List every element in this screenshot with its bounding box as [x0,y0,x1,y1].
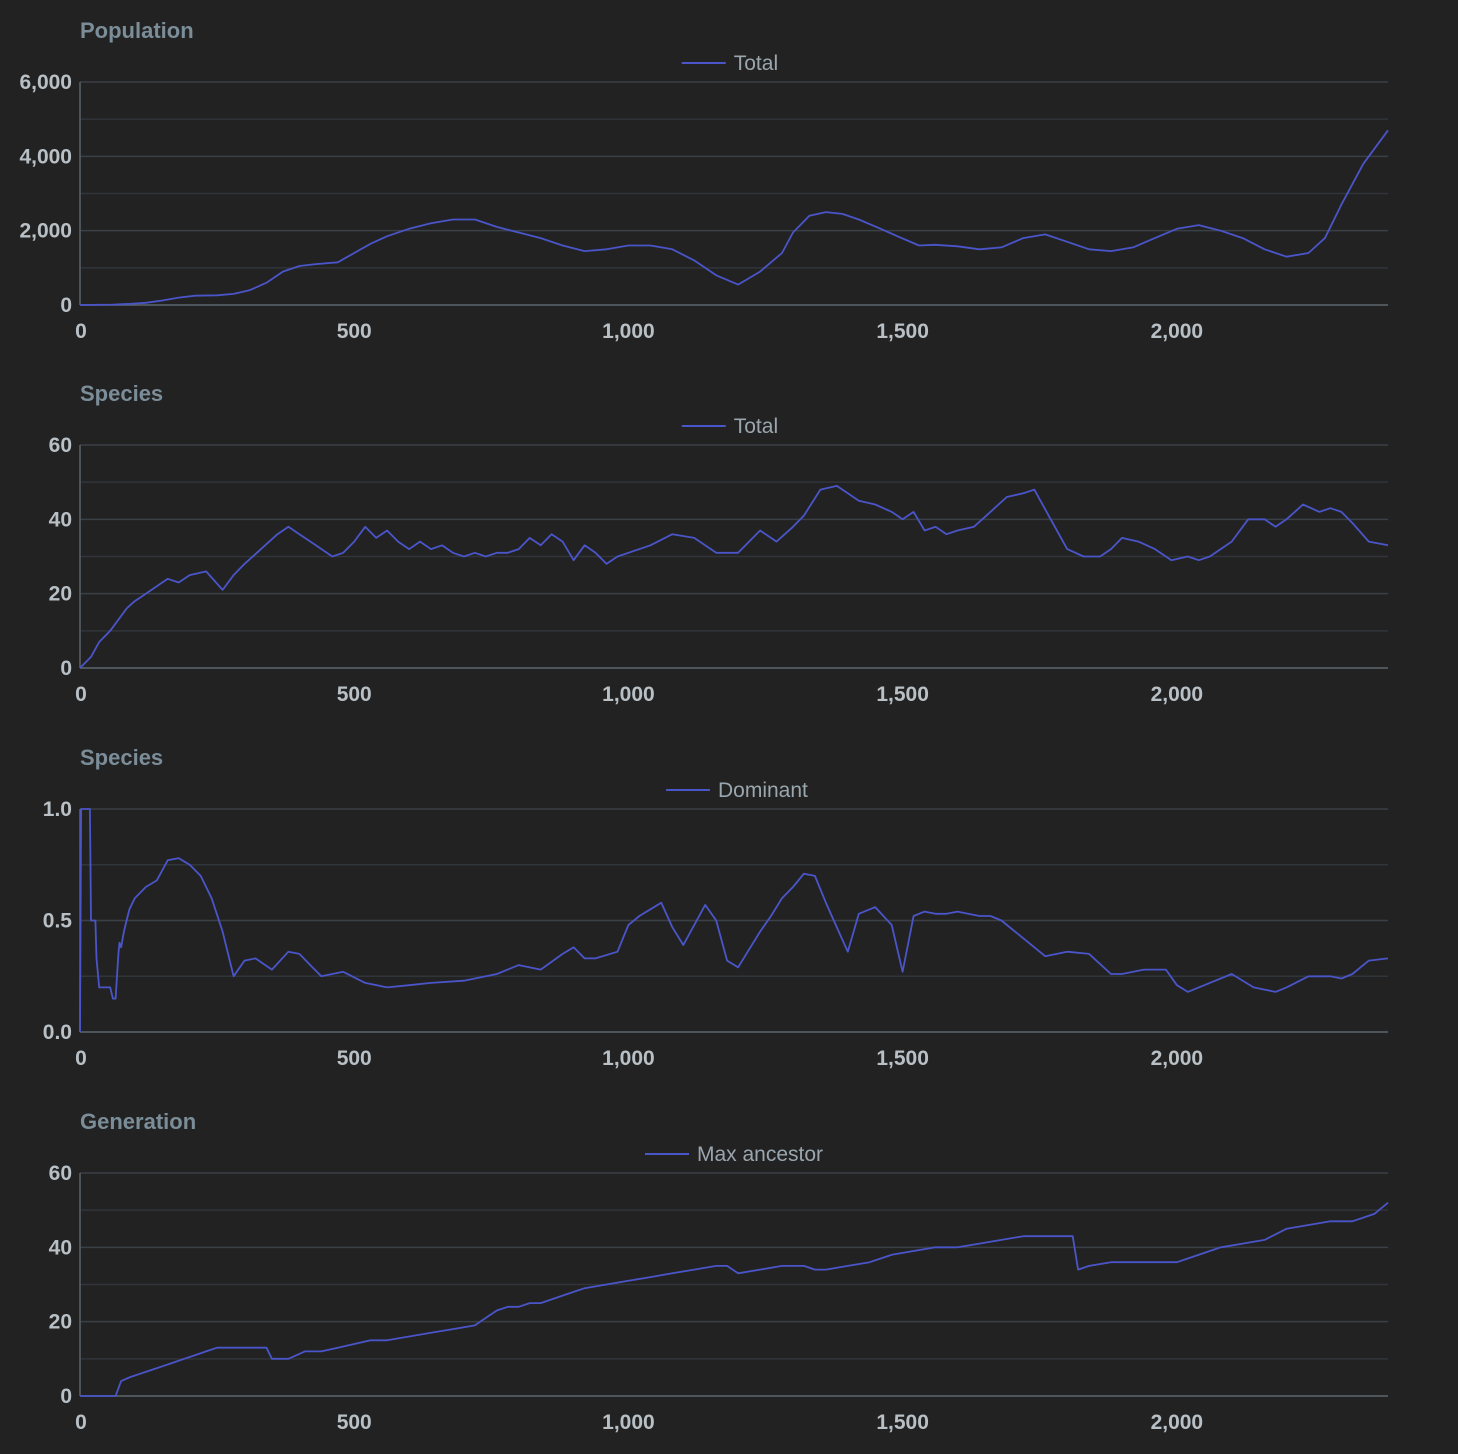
species-total-chart-panel: Species 0 20 40 60 0 500 1,000 1,500 2,000 Total [0,363,1458,727]
x-tick-label: 2,000 [1151,683,1204,706]
y-tick-label: 20 [49,1311,72,1334]
species-dominant-chart: 0.0 0.5 1.0 0 500 1,000 1,500 2,000 Dominant [43,779,1389,1070]
generation-chart-panel: Generation 0 20 40 60 0 500 1,000 1,500 2,000 Max… [0,1091,1458,1454]
x-tick-label: 1,000 [602,1047,655,1070]
x-tick-label: 2,000 [1151,1411,1204,1434]
y-tick-label: 60 [49,434,72,457]
x-tick-label: 500 [337,320,372,343]
series-line [80,1202,1389,1397]
x-tick-label: 0 [75,683,87,706]
y-tick-label: 6,000 [19,71,72,94]
x-tick-label: 500 [337,1411,372,1434]
legend-label: Total [734,52,778,75]
x-tick-label: 0 [75,320,87,343]
series-line [79,129,1389,306]
y-tick-label: 0 [60,294,72,317]
x-tick-label: 0 [75,1047,87,1070]
species-total-chart: 0 20 40 60 0 500 1,000 1,500 2,000 Total [49,415,1389,706]
x-tick-label: 500 [337,1047,372,1070]
x-tick-label: 1,500 [876,1047,929,1070]
x-tick-label: 1,000 [602,1411,655,1434]
x-tick-label: 1,500 [876,1411,929,1434]
y-tick-label: 40 [49,508,72,531]
x-tick-label: 2,000 [1151,1047,1204,1070]
y-tick-label: 40 [49,1236,72,1259]
y-tick-label: 2,000 [19,220,72,243]
population-chart: 0 2,000 4,000 6,000 0 500 1,000 1,500 2,000 Total [19,52,1389,343]
legend-label: Max ancestor [697,1143,823,1166]
y-tick-label: 4,000 [19,145,72,168]
chart-title: Population [80,18,194,43]
x-tick-label: 500 [337,683,372,706]
x-tick-label: 0 [75,1411,87,1434]
population-chart-panel: Population 0 2,000 4,000 6,000 0 500 1,000 1,50… [0,0,1458,363]
legend-label: Dominant [718,779,808,802]
species-dominant-chart-panel: Species 0.0 0.5 1.0 0 500 1,000 1,500 2,000 Domi… [0,727,1458,1091]
y-tick-label: 0 [60,1385,72,1408]
y-tick-label: 20 [49,583,72,606]
x-tick-label: 1,000 [602,320,655,343]
y-tick-label: 0.0 [43,1021,72,1044]
y-tick-label: 0.5 [43,910,73,933]
series-line [79,808,1389,1033]
x-tick-label: 1,500 [876,320,929,343]
x-tick-label: 1,500 [876,683,929,706]
x-tick-label: 2,000 [1151,320,1204,343]
series-line [79,485,1389,669]
chart-title: Species [80,381,164,406]
generation-chart: 0 20 40 60 0 500 1,000 1,500 2,000 Max ancestor [49,1143,1389,1434]
y-tick-label: 1.0 [43,798,72,821]
x-tick-label: 1,000 [602,683,655,706]
y-tick-label: 0 [60,657,72,680]
chart-title: Generation [80,1109,197,1134]
y-tick-label: 60 [49,1162,72,1185]
legend-label: Total [734,415,778,438]
chart-title: Species [80,745,164,770]
